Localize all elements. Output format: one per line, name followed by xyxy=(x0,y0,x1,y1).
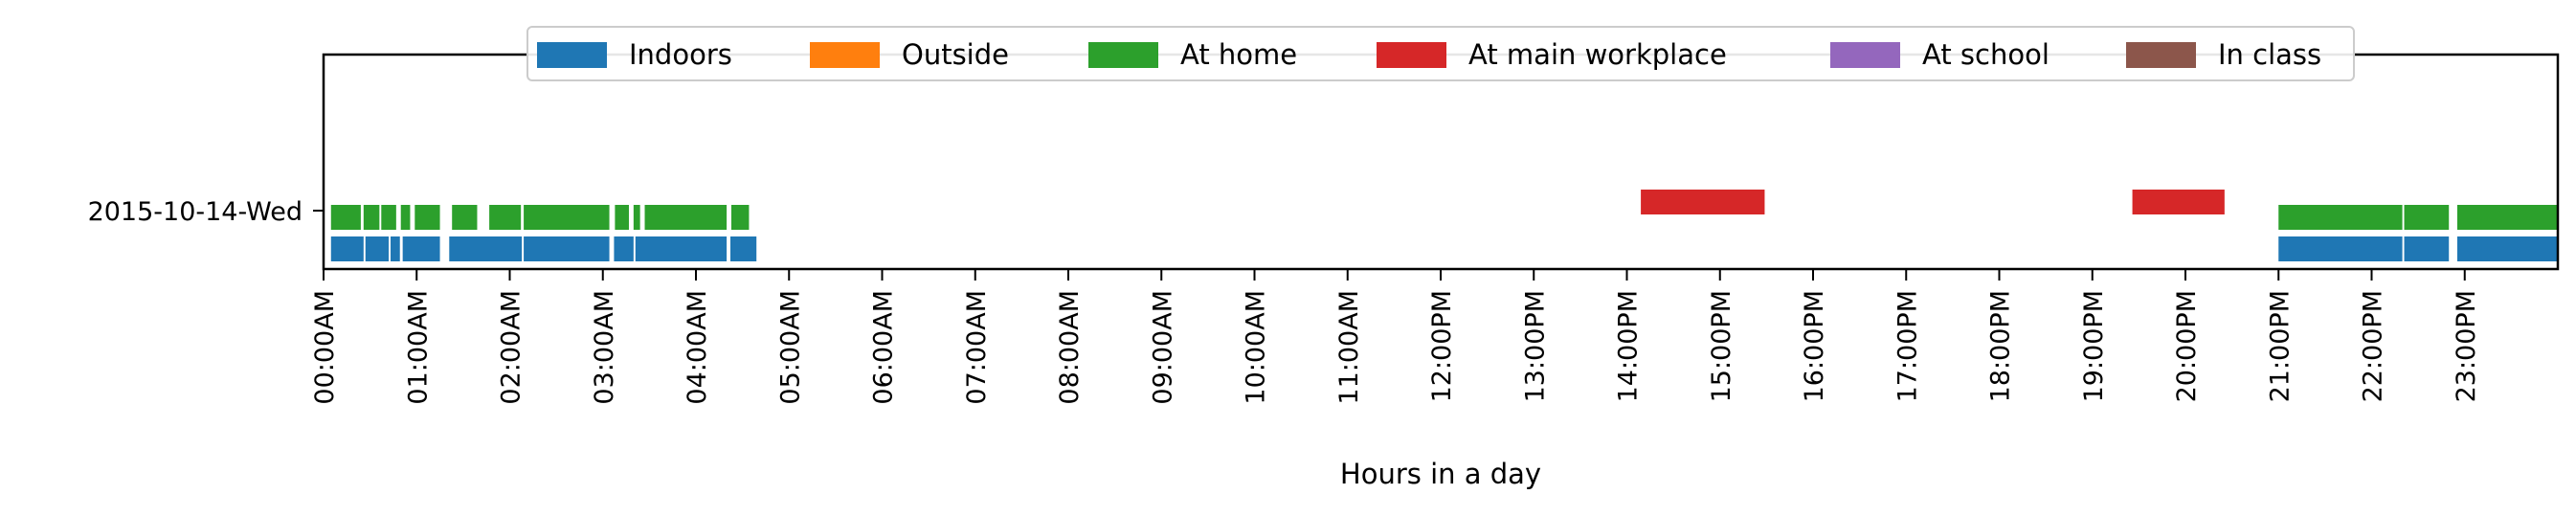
legend-swatch xyxy=(1830,42,1900,68)
bar-indoors-9 xyxy=(2278,236,2403,261)
bar-at-home-4 xyxy=(414,205,440,230)
bar-at-home-1 xyxy=(363,205,380,230)
x-tick-label: 23:00PM xyxy=(2452,290,2481,402)
bar-at-home-8 xyxy=(615,205,629,230)
bar-at-main-workplace-0 xyxy=(1641,190,1765,214)
bar-at-home-13 xyxy=(2404,205,2450,230)
legend-label: Indoors xyxy=(629,38,732,71)
bar-at-main-workplace-1 xyxy=(2132,190,2225,214)
x-tick-label: 09:00AM xyxy=(1148,290,1177,405)
legend: Indoors Outside At home At main workplace At… xyxy=(526,26,2355,81)
bar-indoors-10 xyxy=(2404,236,2450,261)
bar-indoors-6 xyxy=(614,236,634,261)
y-tick-label: 2015-10-14-Wed xyxy=(88,197,302,227)
bar-at-home-11 xyxy=(730,205,750,230)
legend-swatch xyxy=(537,42,607,68)
bar-at-home-5 xyxy=(452,205,478,230)
x-tick-label: 01:00AM xyxy=(403,290,433,405)
x-tick-label: 07:00AM xyxy=(962,290,992,405)
legend-label: At home xyxy=(1180,38,1297,71)
x-tick-label: 22:00PM xyxy=(2359,290,2388,402)
legend-swatch xyxy=(1088,42,1158,68)
bar-indoors-7 xyxy=(635,236,728,261)
x-tick-label: 02:00AM xyxy=(497,290,526,405)
legend-label: Outside xyxy=(902,38,1009,71)
bar-indoors-4 xyxy=(449,236,523,261)
x-tick-label: 19:00PM xyxy=(2079,290,2109,402)
bar-at-home-3 xyxy=(400,205,411,230)
x-tick-label: 10:00AM xyxy=(1242,290,1271,405)
x-tick-label: 04:00AM xyxy=(683,290,712,405)
x-tick-label: 12:00PM xyxy=(1427,290,1457,402)
x-axis-label: Hours in a day xyxy=(1340,458,1541,490)
x-tick-label: 00:00AM xyxy=(310,290,340,405)
x-tick-label: 17:00PM xyxy=(1893,290,1922,402)
bar-at-home-9 xyxy=(633,205,640,230)
x-tick-label: 16:00PM xyxy=(1800,290,1829,402)
bar-at-home-2 xyxy=(381,205,396,230)
y-axis: 2015-10-14-Wed xyxy=(88,197,324,227)
bars-layer xyxy=(330,190,2558,261)
x-axis: 00:00AM 01:00AM 02:00AM 03:00AM 04:00AM 05:00… xyxy=(310,269,2481,405)
bar-indoors-11 xyxy=(2456,236,2558,261)
bar-at-home-14 xyxy=(2456,205,2558,230)
x-tick-label: 06:00AM xyxy=(869,290,899,405)
bar-indoors-0 xyxy=(330,236,364,261)
x-tick-label: 13:00PM xyxy=(1520,290,1550,402)
x-tick-label: 11:00AM xyxy=(1334,290,1364,405)
legend-label: At main workplace xyxy=(1468,38,1727,71)
x-tick-label: 14:00PM xyxy=(1614,290,1644,402)
bar-at-home-0 xyxy=(330,205,361,230)
x-tick-label: 03:00AM xyxy=(590,290,619,405)
legend-label: At school xyxy=(1922,38,2050,71)
bar-indoors-2 xyxy=(391,236,400,261)
x-tick-label: 18:00PM xyxy=(1986,290,2016,402)
bar-indoors-3 xyxy=(402,236,440,261)
bar-indoors-1 xyxy=(365,236,390,261)
bar-at-home-12 xyxy=(2278,205,2403,230)
bar-indoors-8 xyxy=(729,236,757,261)
x-tick-label: 21:00PM xyxy=(2265,290,2295,402)
bar-at-home-6 xyxy=(489,205,522,230)
x-tick-label: 08:00AM xyxy=(1055,290,1085,405)
legend-swatch xyxy=(1377,42,1446,68)
legend-swatch xyxy=(810,42,880,68)
legend-label: In class xyxy=(2218,38,2321,71)
legend-swatch xyxy=(2126,42,2196,68)
x-tick-label: 15:00PM xyxy=(1707,290,1736,402)
x-tick-label: 05:00AM xyxy=(775,290,805,405)
x-tick-label: 20:00PM xyxy=(2172,290,2202,402)
bar-at-home-10 xyxy=(644,205,728,230)
bar-indoors-5 xyxy=(524,236,610,261)
bar-at-home-7 xyxy=(524,205,610,230)
